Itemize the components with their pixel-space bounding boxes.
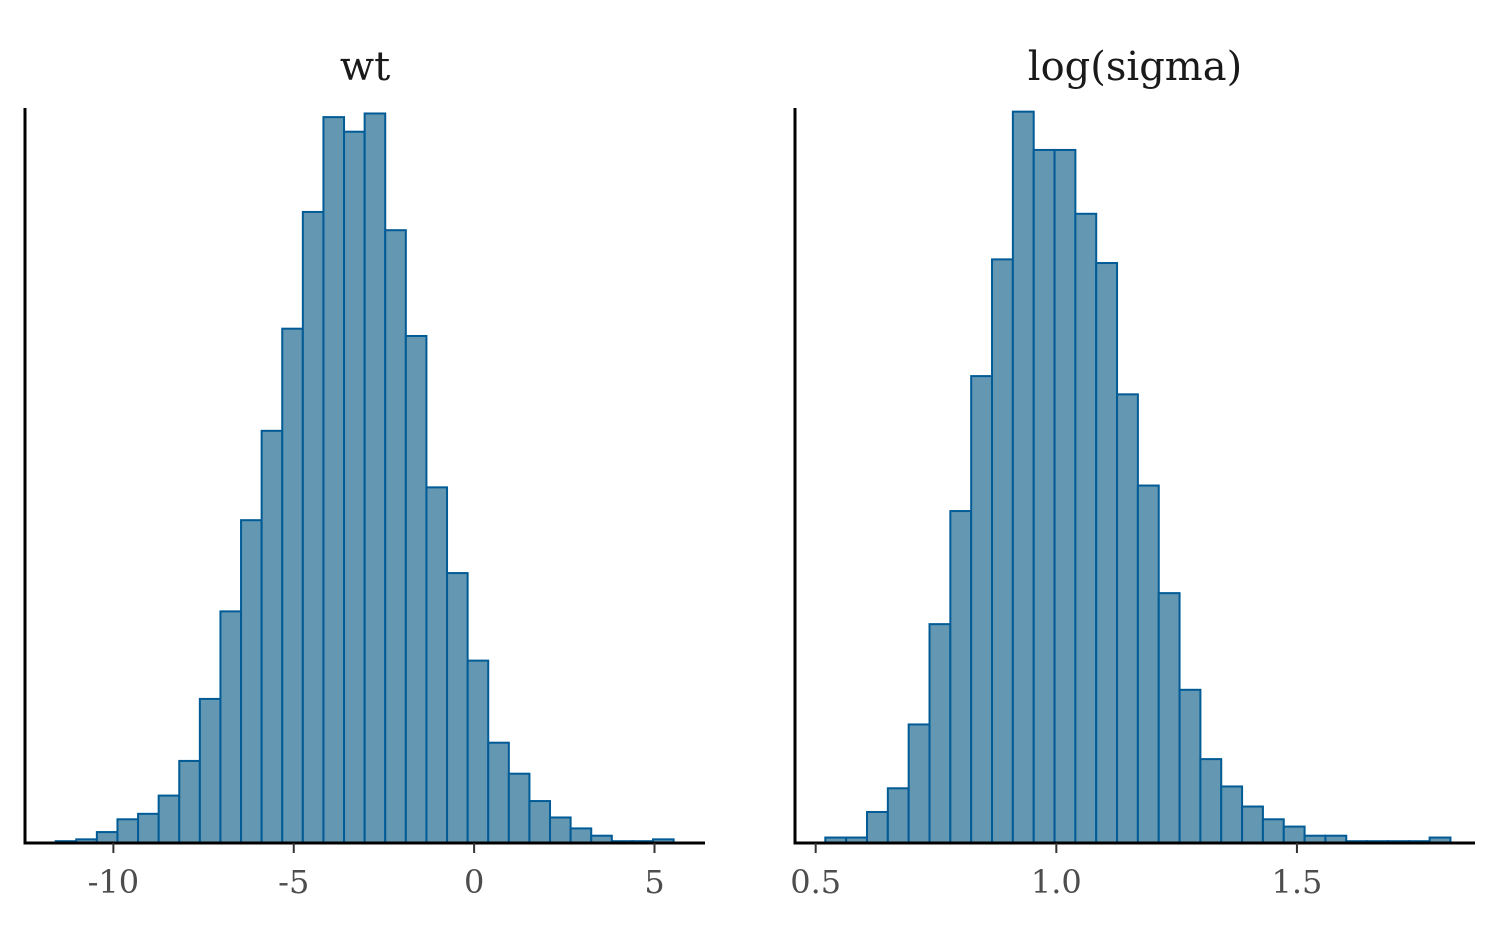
histogram-bar	[1178, 688, 1202, 844]
histogram-bar	[1157, 592, 1181, 844]
x-tick-label: -5	[278, 863, 309, 901]
histogram-bar	[1053, 148, 1077, 845]
histogram-bar	[281, 327, 304, 844]
panel-2: log(sigma) 0.5 1.0 1.5	[790, 44, 1475, 901]
histogram-bar	[260, 429, 284, 844]
histogram-bar	[507, 772, 531, 844]
histogram-bar	[865, 810, 889, 845]
panel-title: log(sigma)	[1028, 44, 1242, 90]
histogram-bar	[1282, 825, 1306, 845]
histogram-bar	[1116, 393, 1139, 844]
histogram-bar	[549, 816, 572, 844]
x-tick-label: 5	[644, 863, 664, 901]
histogram-bar	[1136, 484, 1160, 844]
histogram-bar	[1011, 110, 1035, 844]
histogram-bar	[528, 800, 552, 845]
histogram-bar	[487, 741, 510, 844]
histogram-bar	[907, 723, 931, 844]
bars	[824, 110, 1452, 845]
histogram-bar	[991, 258, 1014, 844]
histogram-bar	[886, 787, 910, 844]
bars	[54, 112, 675, 845]
histogram-bar	[1220, 785, 1244, 845]
histogram-bar	[425, 486, 449, 844]
histogram-bar	[322, 116, 346, 845]
histogram-bar	[446, 572, 469, 845]
histogram-bar	[1241, 805, 1264, 844]
histogram-bar	[569, 827, 593, 844]
histogram-bar	[1261, 818, 1285, 845]
histogram-bar	[949, 510, 973, 844]
histogram-bar	[1199, 758, 1223, 845]
histogram-bar	[970, 375, 994, 844]
histogram-bar	[219, 610, 243, 844]
histogram-bar	[928, 623, 952, 844]
histogram-bar	[178, 759, 201, 844]
panel-title: wt	[340, 44, 390, 90]
histogram-bar	[301, 210, 325, 844]
histogram-bar	[384, 229, 407, 844]
histogram-bar	[466, 659, 490, 844]
histogram-bar	[404, 334, 428, 844]
histogram-bar	[116, 818, 140, 845]
histogram-bar	[363, 112, 387, 845]
histogram-bar	[240, 519, 263, 844]
x-tick-label: 0.5	[790, 863, 841, 901]
x-tick-label: -10	[88, 863, 140, 901]
histogram-bar	[1074, 212, 1098, 845]
histogram-bar	[95, 831, 119, 844]
histogram-bar	[1032, 148, 1056, 845]
histogram-bar	[137, 812, 160, 844]
x-tick-label: 1.0	[1031, 863, 1082, 901]
x-tick-label: 1.5	[1271, 863, 1322, 901]
panel-1: wt -10 -5 0 5	[23, 44, 705, 901]
histogram-bar	[343, 130, 366, 845]
histogram-bar	[157, 794, 181, 844]
x-tick-label: 0	[464, 863, 484, 901]
histogram-bar	[1095, 262, 1119, 844]
histogram-bar	[198, 697, 222, 844]
